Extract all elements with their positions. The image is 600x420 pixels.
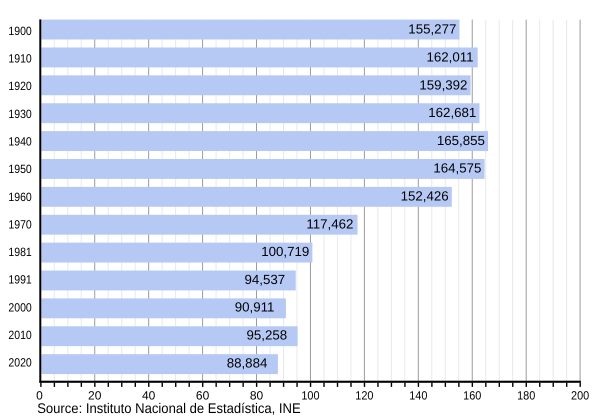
svg-text:2020: 2020 bbox=[8, 356, 32, 370]
svg-text:117,462: 117,462 bbox=[306, 216, 353, 231]
svg-text:1981: 1981 bbox=[8, 245, 32, 259]
svg-text:0: 0 bbox=[36, 388, 43, 402]
svg-text:88,884: 88,884 bbox=[227, 355, 268, 370]
svg-text:95,258: 95,258 bbox=[246, 328, 287, 343]
svg-text:2010: 2010 bbox=[8, 328, 32, 342]
svg-text:1910: 1910 bbox=[8, 51, 32, 65]
svg-text:165,855: 165,855 bbox=[437, 133, 485, 148]
svg-text:164,575: 164,575 bbox=[433, 161, 481, 176]
svg-text:1970: 1970 bbox=[8, 217, 32, 231]
svg-text:40: 40 bbox=[142, 388, 156, 402]
svg-text:152,426: 152,426 bbox=[401, 189, 449, 204]
svg-text:1960: 1960 bbox=[8, 190, 32, 204]
svg-text:94,537: 94,537 bbox=[245, 272, 286, 287]
svg-text:2000: 2000 bbox=[8, 300, 32, 314]
svg-text:90,911: 90,911 bbox=[235, 300, 275, 315]
svg-text:1900: 1900 bbox=[8, 24, 32, 38]
svg-text:100: 100 bbox=[301, 388, 319, 402]
svg-text:60: 60 bbox=[196, 388, 210, 402]
svg-text:1950: 1950 bbox=[8, 162, 32, 176]
svg-text:1930: 1930 bbox=[8, 107, 32, 121]
svg-text:200: 200 bbox=[571, 388, 589, 402]
svg-text:160: 160 bbox=[463, 388, 481, 402]
svg-text:155,277: 155,277 bbox=[408, 22, 456, 37]
svg-text:80: 80 bbox=[250, 388, 264, 402]
svg-text:Source: Instituto Nacional de: Source: Instituto Nacional de Estadístic… bbox=[37, 400, 301, 416]
svg-text:159,392: 159,392 bbox=[419, 77, 467, 92]
svg-text:20: 20 bbox=[88, 388, 102, 402]
svg-text:140: 140 bbox=[409, 388, 427, 402]
svg-text:1920: 1920 bbox=[8, 79, 32, 93]
svg-text:100,719: 100,719 bbox=[261, 244, 309, 259]
svg-text:1991: 1991 bbox=[8, 273, 32, 287]
svg-text:162,011: 162,011 bbox=[426, 50, 473, 65]
svg-text:120: 120 bbox=[355, 388, 373, 402]
svg-text:1940: 1940 bbox=[8, 134, 32, 148]
svg-text:162,681: 162,681 bbox=[428, 105, 476, 120]
svg-text:180: 180 bbox=[517, 388, 535, 402]
